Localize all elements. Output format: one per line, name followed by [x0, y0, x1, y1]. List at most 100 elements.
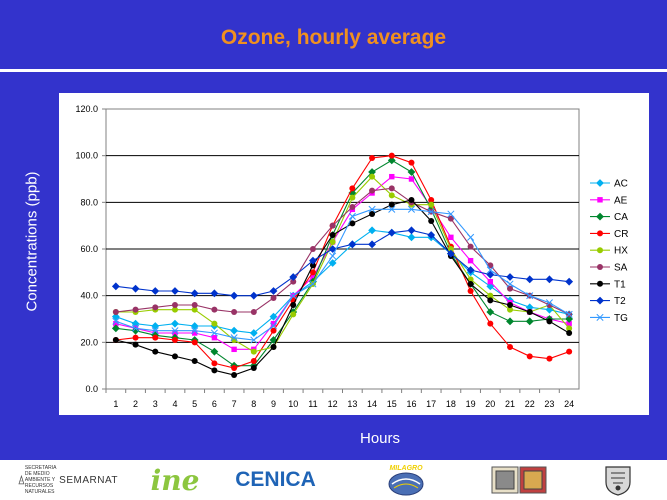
data-point-t1 — [132, 341, 139, 348]
data-point-t1 — [428, 218, 435, 224]
data-point-sa — [329, 222, 336, 229]
data-point-cr — [467, 288, 474, 294]
data-point-ca — [565, 315, 574, 323]
data-point-t2 — [368, 240, 376, 249]
data-point-tg — [388, 205, 396, 213]
data-point-hx — [487, 292, 494, 299]
data-point-tg — [447, 210, 455, 218]
legend-label-hx: HX — [614, 246, 628, 257]
y-tick-label: 100.0 — [75, 151, 98, 161]
legend-item-cr: CR — [590, 229, 628, 240]
data-point-ae — [191, 330, 198, 336]
data-point-t2 — [151, 287, 160, 295]
legend-item-ca: CA — [590, 212, 628, 223]
data-point-t2 — [407, 226, 416, 235]
semarnat-logo: SECRETARIA DE MEDIO AMBIENTE Y RECURSOS … — [18, 464, 118, 496]
x-tick-label: 2 — [133, 399, 138, 409]
legend-item-t2: T2 — [590, 296, 626, 307]
x-tick-label: 20 — [485, 399, 495, 409]
x-tick-label: 12 — [328, 399, 338, 409]
data-point-tg — [210, 329, 218, 337]
data-point-tg — [230, 334, 238, 342]
data-point-t2 — [171, 287, 179, 295]
data-point-tg — [506, 280, 514, 288]
data-point-t1 — [526, 309, 533, 315]
legend-item-ae: AE — [590, 195, 628, 206]
data-point-t2 — [446, 249, 455, 258]
data-point-tg — [289, 292, 297, 300]
data-point-cr — [171, 337, 178, 343]
x-tick-label: 11 — [308, 399, 317, 409]
data-point-t1 — [171, 353, 178, 360]
x-tick-label: 23 — [544, 399, 554, 409]
milagro-logo: MILAGRO — [380, 464, 432, 496]
data-point-t2 — [249, 291, 258, 300]
semarnat-small-text: SECRETARIA DE MEDIO AMBIENTE Y RECURSOS … — [24, 465, 57, 495]
y-axis-title: Concentrations (ppb) — [23, 171, 41, 312]
data-point-cr — [132, 334, 139, 341]
data-point-ae — [448, 234, 454, 241]
data-point-t1 — [211, 367, 218, 374]
x-tick-label: 24 — [564, 399, 574, 409]
data-point-ae — [389, 173, 395, 180]
data-point-t2 — [131, 284, 140, 293]
data-point-tg — [269, 322, 278, 330]
data-point-t1 — [152, 348, 159, 355]
data-point-tg — [486, 266, 494, 274]
data-point-sa — [309, 246, 316, 252]
data-point-sa — [211, 306, 218, 313]
x-tick-label: 22 — [525, 399, 535, 409]
milagro-globe-icon — [388, 472, 424, 495]
data-point-hx — [566, 325, 573, 332]
data-point-ae — [231, 346, 237, 353]
y-tick-label: 0.0 — [85, 384, 98, 394]
data-point-ca — [131, 326, 140, 335]
series-t1 — [112, 197, 573, 378]
data-point-ac — [486, 282, 495, 291]
data-point-hx — [349, 194, 356, 201]
y-tick-label: 60.0 — [80, 244, 98, 254]
x-tick-label: 21 — [505, 399, 515, 409]
x-tick-label: 4 — [172, 399, 177, 409]
seal-pair-icon — [491, 466, 547, 494]
data-point-ca — [525, 317, 534, 326]
grid-lines — [106, 155, 579, 343]
series-line-t1 — [115, 199, 570, 376]
data-point-sa — [369, 187, 376, 194]
data-point-tg — [565, 310, 573, 318]
data-point-cr — [152, 334, 159, 341]
data-point-tg — [112, 317, 120, 325]
data-point-cr — [546, 355, 553, 362]
data-point-ca — [506, 317, 514, 326]
data-point-tg — [526, 292, 534, 300]
data-point-t2 — [387, 228, 396, 237]
data-point-sa — [191, 302, 198, 308]
data-point-hx — [467, 276, 474, 283]
legend-label-sa: SA — [614, 263, 628, 274]
data-point-ac — [269, 312, 278, 321]
data-point-tg — [368, 205, 376, 213]
data-point-sa — [112, 309, 119, 315]
data-point-tg — [191, 327, 199, 335]
data-point-t1 — [487, 297, 494, 304]
data-point-t1 — [290, 302, 297, 308]
data-point-t2 — [269, 287, 278, 295]
x-tick-label: 5 — [192, 399, 197, 409]
data-point-t1 — [546, 318, 553, 325]
data-point-ae — [270, 320, 277, 327]
data-point-sa — [132, 306, 139, 313]
x-axis-title: Hours — [359, 430, 400, 447]
data-point-ac — [368, 226, 376, 235]
data-point-hx — [290, 311, 297, 318]
semarnat-emblem-icon — [18, 474, 25, 485]
data-point-t2 — [190, 289, 199, 298]
data-point-t2 — [111, 282, 120, 291]
data-point-ae — [172, 330, 178, 336]
data-point-tg — [171, 327, 179, 335]
data-point-cr — [270, 327, 277, 334]
data-point-ac — [407, 233, 416, 242]
data-point-t1 — [566, 330, 573, 336]
legend-item-ac: AC — [590, 179, 628, 190]
data-point-cr — [487, 320, 494, 327]
